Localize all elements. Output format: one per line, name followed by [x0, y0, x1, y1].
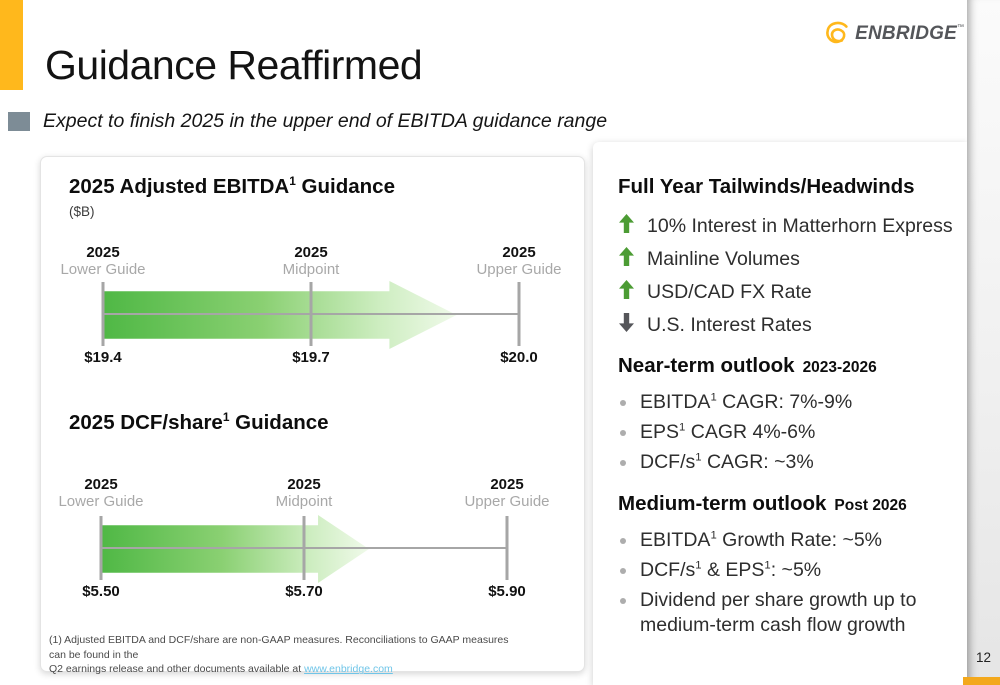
value-label: $20.0	[500, 349, 538, 366]
medium-term-list: EBITDA1 Growth Rate: ~5% DCF/s1 & EPS1: …	[620, 528, 935, 643]
list-item: EBITDA1 CAGR: 7%-9%	[620, 390, 935, 415]
axis-tick	[517, 282, 521, 346]
medium-term-heading: Medium-term outlook Post 2026	[618, 492, 907, 515]
axis-label: 2025 Lower Guide	[58, 476, 144, 511]
list-item: USD/CAD FX Rate	[618, 276, 953, 309]
list-item: EBITDA1 Growth Rate: ~5%	[620, 528, 935, 553]
page-title: Guidance Reaffirmed	[45, 42, 423, 88]
axis-label: 2025 Midpoint	[275, 476, 333, 511]
outlook-card: Full Year Tailwinds/Headwinds 10% Intere…	[593, 142, 967, 685]
medium-term-period: Post 2026	[834, 497, 907, 514]
dcf-chart-title: 2025 DCF/share1 Guidance	[69, 410, 329, 434]
axis-tick	[101, 282, 105, 346]
ebitda-axis-labels: 2025 Lower Guide 2025 Midpoint 2025 Upper G…	[60, 244, 561, 281]
axis-tick	[505, 516, 509, 580]
bullet-dot-icon	[620, 430, 626, 436]
down-arrow-icon	[618, 313, 635, 338]
guidance-arrow	[103, 281, 457, 349]
dcf-axis-labels: 2025 Lower Guide 2025 Midpoint 2025 Upper G…	[58, 476, 549, 513]
ebitda-chart-units: ($B)	[69, 204, 95, 219]
axis-tick	[99, 516, 103, 580]
bullet-dot-icon	[620, 568, 626, 574]
enbridge-swirl-icon	[823, 20, 853, 53]
page-number: 12	[975, 650, 992, 665]
subtitle-bullet-square	[8, 112, 30, 131]
axis-label: 2025 Midpoint	[282, 244, 340, 279]
value-label: $5.50	[82, 583, 120, 600]
bullet-dot-icon	[620, 400, 626, 406]
up-arrow-icon	[618, 214, 635, 239]
tailwinds-heading: Full Year Tailwinds/Headwinds	[618, 175, 915, 198]
near-term-heading: Near-term outlook 2023-2026	[618, 354, 877, 377]
dcf-axis-values: $5.50 $5.70 $5.90	[82, 583, 526, 603]
logo-wordmark: ENBRIDGE	[855, 23, 957, 44]
axis-tick	[302, 516, 306, 580]
enbridge-logo: ENBRIDGE ™	[823, 20, 964, 53]
ebitda-chart-title: 2025 Adjusted EBITDA1 Guidance	[69, 174, 395, 198]
axis-tick	[309, 282, 313, 346]
guidance-arrow	[101, 515, 369, 583]
up-arrow-icon	[618, 247, 635, 272]
bullet-dot-icon	[620, 538, 626, 544]
slide-edge-strip: 12	[963, 0, 1000, 685]
logo-trademark: ™	[957, 24, 964, 31]
dcf-range-chart	[99, 513, 509, 585]
ebitda-range-chart	[101, 279, 521, 351]
enbridge-website-link[interactable]: www.enbridge.com	[304, 663, 393, 676]
value-label: $19.7	[292, 349, 330, 366]
axis-label: 2025 Upper Guide	[464, 476, 550, 511]
list-item: Dividend per share growth up to medium-t…	[620, 588, 935, 638]
near-term-list: EBITDA1 CAGR: 7%-9% EPS1 CAGR 4%-6% DCF/…	[620, 390, 935, 480]
gold-edge-bar	[963, 677, 1000, 685]
list-item: EPS1 CAGR 4%-6%	[620, 420, 935, 445]
value-label: $5.90	[488, 583, 526, 600]
value-label: $5.70	[285, 583, 323, 600]
tailwinds-list: 10% Interest in Matterhorn Express Mainl…	[618, 210, 953, 342]
bullet-dot-icon	[620, 598, 626, 604]
footnote: (1) Adjusted EBITDA and DCF/share are no…	[49, 634, 509, 676]
gold-accent-bar	[0, 0, 23, 90]
list-item: 10% Interest in Matterhorn Express	[618, 210, 953, 243]
list-item: U.S. Interest Rates	[618, 309, 953, 342]
near-term-period: 2023-2026	[802, 359, 877, 376]
list-item: DCF/s1 CAGR: ~3%	[620, 450, 935, 475]
list-item: Mainline Volumes	[618, 243, 953, 276]
list-item: DCF/s1 & EPS1: ~5%	[620, 558, 935, 583]
axis-label: 2025 Lower Guide	[60, 244, 146, 279]
ebitda-axis-values: $19.4 $19.7 $20.0	[84, 349, 538, 369]
value-label: $19.4	[84, 349, 122, 366]
up-arrow-icon	[618, 280, 635, 305]
axis-label: 2025 Upper Guide	[476, 244, 562, 279]
bullet-dot-icon	[620, 460, 626, 466]
page-subtitle: Expect to finish 2025 in the upper end o…	[43, 110, 608, 132]
guidance-charts-card: 2025 Adjusted EBITDA1 Guidance ($B) 2025…	[40, 156, 585, 675]
